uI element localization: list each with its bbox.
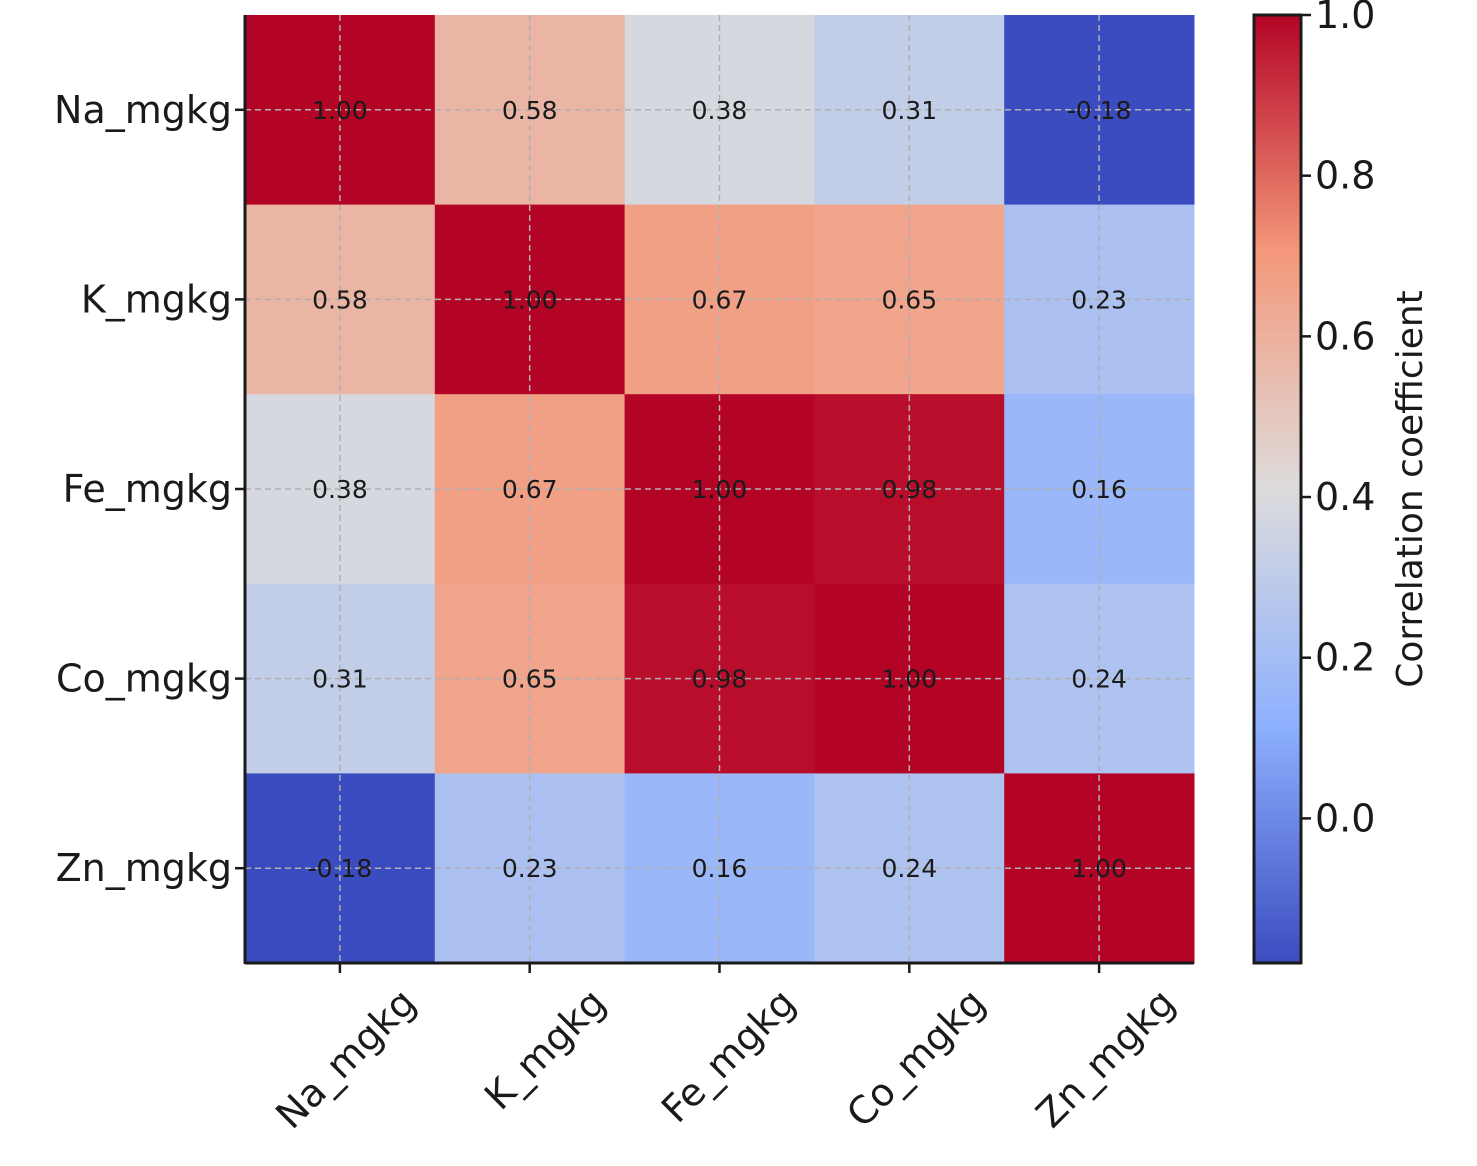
- x-tick-label: Co_mgkg: [838, 980, 994, 1136]
- cell-value-label: 1.00: [1071, 854, 1127, 883]
- y-tick-label: Co_mgkg: [56, 657, 232, 701]
- cell-value-label: 1.00: [692, 475, 748, 504]
- colorbar-label: Correlation coefficient: [1390, 290, 1431, 688]
- colorbar-tick-label: 0.0: [1315, 796, 1375, 840]
- x-tick-label: Na_mgkg: [267, 980, 424, 1137]
- cell-value-label: 0.58: [502, 96, 558, 125]
- cell-value-label: 0.67: [692, 285, 748, 314]
- x-tick-label: K_mgkg: [476, 980, 614, 1118]
- y-tick-label: K_mgkg: [81, 277, 232, 321]
- cell-value-label: 0.38: [312, 475, 368, 504]
- cell-value-label: 0.98: [881, 475, 937, 504]
- cell-value-label: 0.16: [692, 854, 748, 883]
- colorbar-tick-label: 0.4: [1315, 475, 1375, 519]
- cell-value-label: 0.38: [692, 96, 748, 125]
- colorbar-tick-label: 1.0: [1315, 0, 1375, 37]
- cell-value-label: 0.98: [692, 665, 748, 694]
- cell-value-label: 0.24: [1071, 665, 1127, 694]
- y-tick-label: Zn_mgkg: [56, 846, 232, 890]
- cell-value-label: -0.18: [1067, 96, 1132, 125]
- cell-value-label: 1.00: [312, 96, 368, 125]
- y-tick-label: Fe_mgkg: [63, 467, 232, 511]
- colorbar-tick-label: 0.6: [1315, 314, 1375, 358]
- cell-value-label: 0.24: [881, 854, 937, 883]
- cell-value-label: 0.65: [881, 285, 937, 314]
- cell-value-label: 0.23: [1071, 285, 1127, 314]
- x-tick-label: Fe_mgkg: [653, 980, 804, 1131]
- colorbar-tick-label: 0.2: [1315, 636, 1375, 680]
- cell-value-label: 0.31: [312, 665, 368, 694]
- cell-value-label: 0.58: [312, 285, 368, 314]
- cell-value-label: 0.31: [881, 96, 937, 125]
- cell-value-label: 0.16: [1071, 475, 1127, 504]
- cell-value-label: 1.00: [881, 665, 937, 694]
- x-tick-label: Zn_mgkg: [1028, 980, 1184, 1136]
- colorbar-tick-label: 0.8: [1315, 154, 1375, 198]
- cell-value-label: 0.23: [502, 854, 558, 883]
- colorbar: [1252, 13, 1303, 965]
- y-tick-label: Na_mgkg: [54, 88, 232, 132]
- cell-value-label: 1.00: [502, 285, 558, 314]
- cell-value-label: 0.65: [502, 665, 558, 694]
- cell-value-label: 0.67: [502, 475, 558, 504]
- cell-value-label: -0.18: [308, 854, 373, 883]
